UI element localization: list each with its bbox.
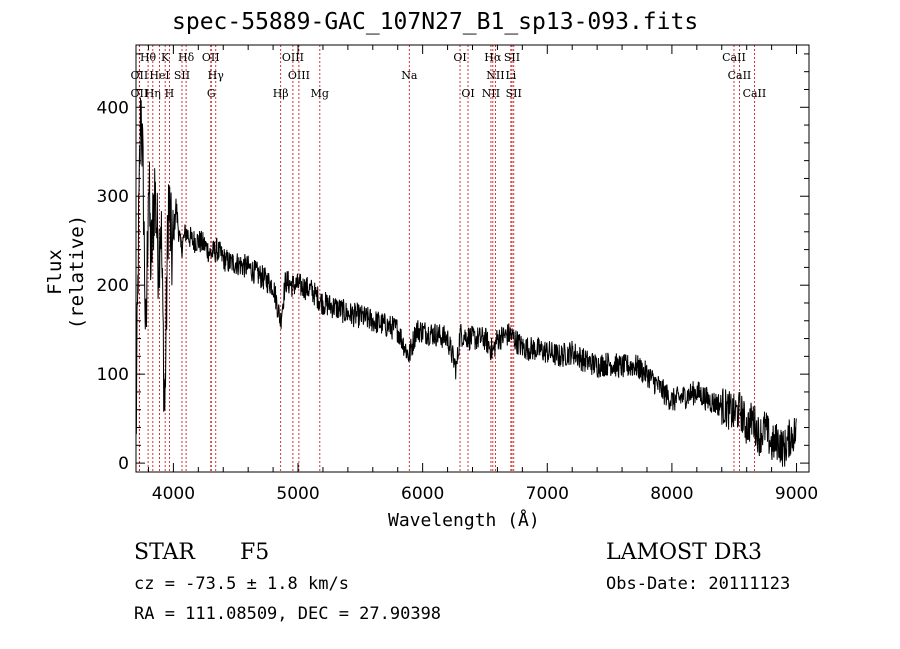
x-tick-label: 4000 bbox=[152, 484, 195, 504]
line-label: OII bbox=[131, 69, 149, 82]
obs-date: Obs-Date: 20111123 bbox=[606, 574, 791, 594]
line-label: OII bbox=[131, 87, 149, 100]
line-label: Li bbox=[505, 69, 516, 82]
line-label: OI bbox=[453, 51, 466, 64]
chart-title: spec-55889-GAC_107N27_B1_sp13-093.fits bbox=[172, 9, 699, 35]
line-label: CaII bbox=[722, 51, 746, 64]
survey-name: LAMOST DR3 bbox=[606, 540, 762, 565]
line-label: NII bbox=[486, 69, 504, 82]
y-axis-ticks: 0 100 200 300 400 bbox=[97, 53, 809, 474]
y-axis-label: Flux (relative) bbox=[44, 214, 88, 330]
line-label: G bbox=[207, 87, 216, 100]
redshift-text: cz = -73.5 ± 1.8 km/s bbox=[134, 574, 349, 594]
line-label: SII bbox=[506, 87, 522, 100]
line-label: OI bbox=[461, 87, 474, 100]
flux-series-line bbox=[135, 97, 797, 467]
coordinates: RA = 111.08509, DEC = 27.90398 bbox=[134, 604, 442, 624]
x-tick-label: 5000 bbox=[276, 484, 319, 504]
line-label: OII bbox=[202, 51, 220, 64]
object-class: STAR bbox=[134, 540, 195, 565]
line-label: NII bbox=[482, 87, 500, 100]
line-label: Hη bbox=[145, 87, 161, 100]
y-tick-label: 400 bbox=[97, 98, 129, 118]
line-label: K bbox=[161, 51, 170, 64]
line-label: Hα bbox=[484, 51, 502, 64]
line-label: Hγ bbox=[208, 69, 225, 82]
line-label: Hδ bbox=[178, 51, 195, 64]
line-label: SII bbox=[174, 69, 190, 82]
y-tick-label: 100 bbox=[97, 365, 129, 385]
x-tick-label: 7000 bbox=[526, 484, 569, 504]
line-label: Mg bbox=[311, 87, 329, 100]
line-label: SII bbox=[504, 51, 520, 64]
line-label: Hβ bbox=[273, 87, 289, 100]
x-tick-label: 9000 bbox=[775, 484, 818, 504]
x-axis-label: Wavelength (Å) bbox=[388, 510, 540, 531]
line-label: Hθ bbox=[140, 51, 157, 64]
y-tick-label: 300 bbox=[97, 187, 129, 207]
line-label: OIII bbox=[288, 69, 310, 82]
line-label: H bbox=[165, 87, 175, 100]
line-label: HeI bbox=[149, 69, 169, 82]
line-label: CaII bbox=[728, 69, 752, 82]
object-subclass: F5 bbox=[240, 540, 270, 565]
line-label: Na bbox=[401, 69, 418, 82]
y-tick-label: 200 bbox=[97, 276, 129, 296]
y-tick-label: 0 bbox=[118, 454, 129, 474]
x-axis-ticks: 4000 5000 6000 7000 8000 9000 bbox=[147, 45, 818, 504]
x-tick-label: 8000 bbox=[650, 484, 693, 504]
line-label: OIII bbox=[282, 51, 304, 64]
x-tick-label: 6000 bbox=[401, 484, 444, 504]
line-label: CaII bbox=[743, 87, 767, 100]
